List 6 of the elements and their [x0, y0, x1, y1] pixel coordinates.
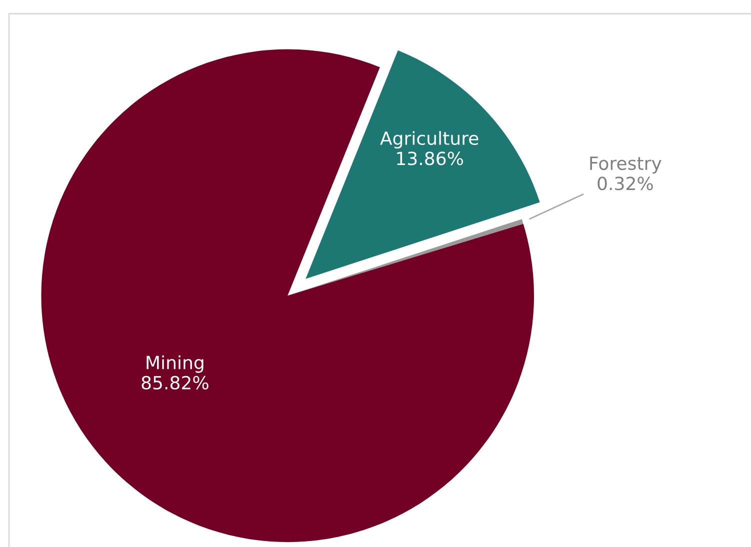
slice-label: Agriculture [380, 131, 478, 149]
slice-label: Forestry [590, 156, 662, 174]
data-label: 13.86% [397, 152, 463, 166]
data-label: 85.82% [142, 376, 208, 390]
data-label: 0.32% [598, 176, 653, 190]
slice-label: Mining [146, 355, 204, 373]
